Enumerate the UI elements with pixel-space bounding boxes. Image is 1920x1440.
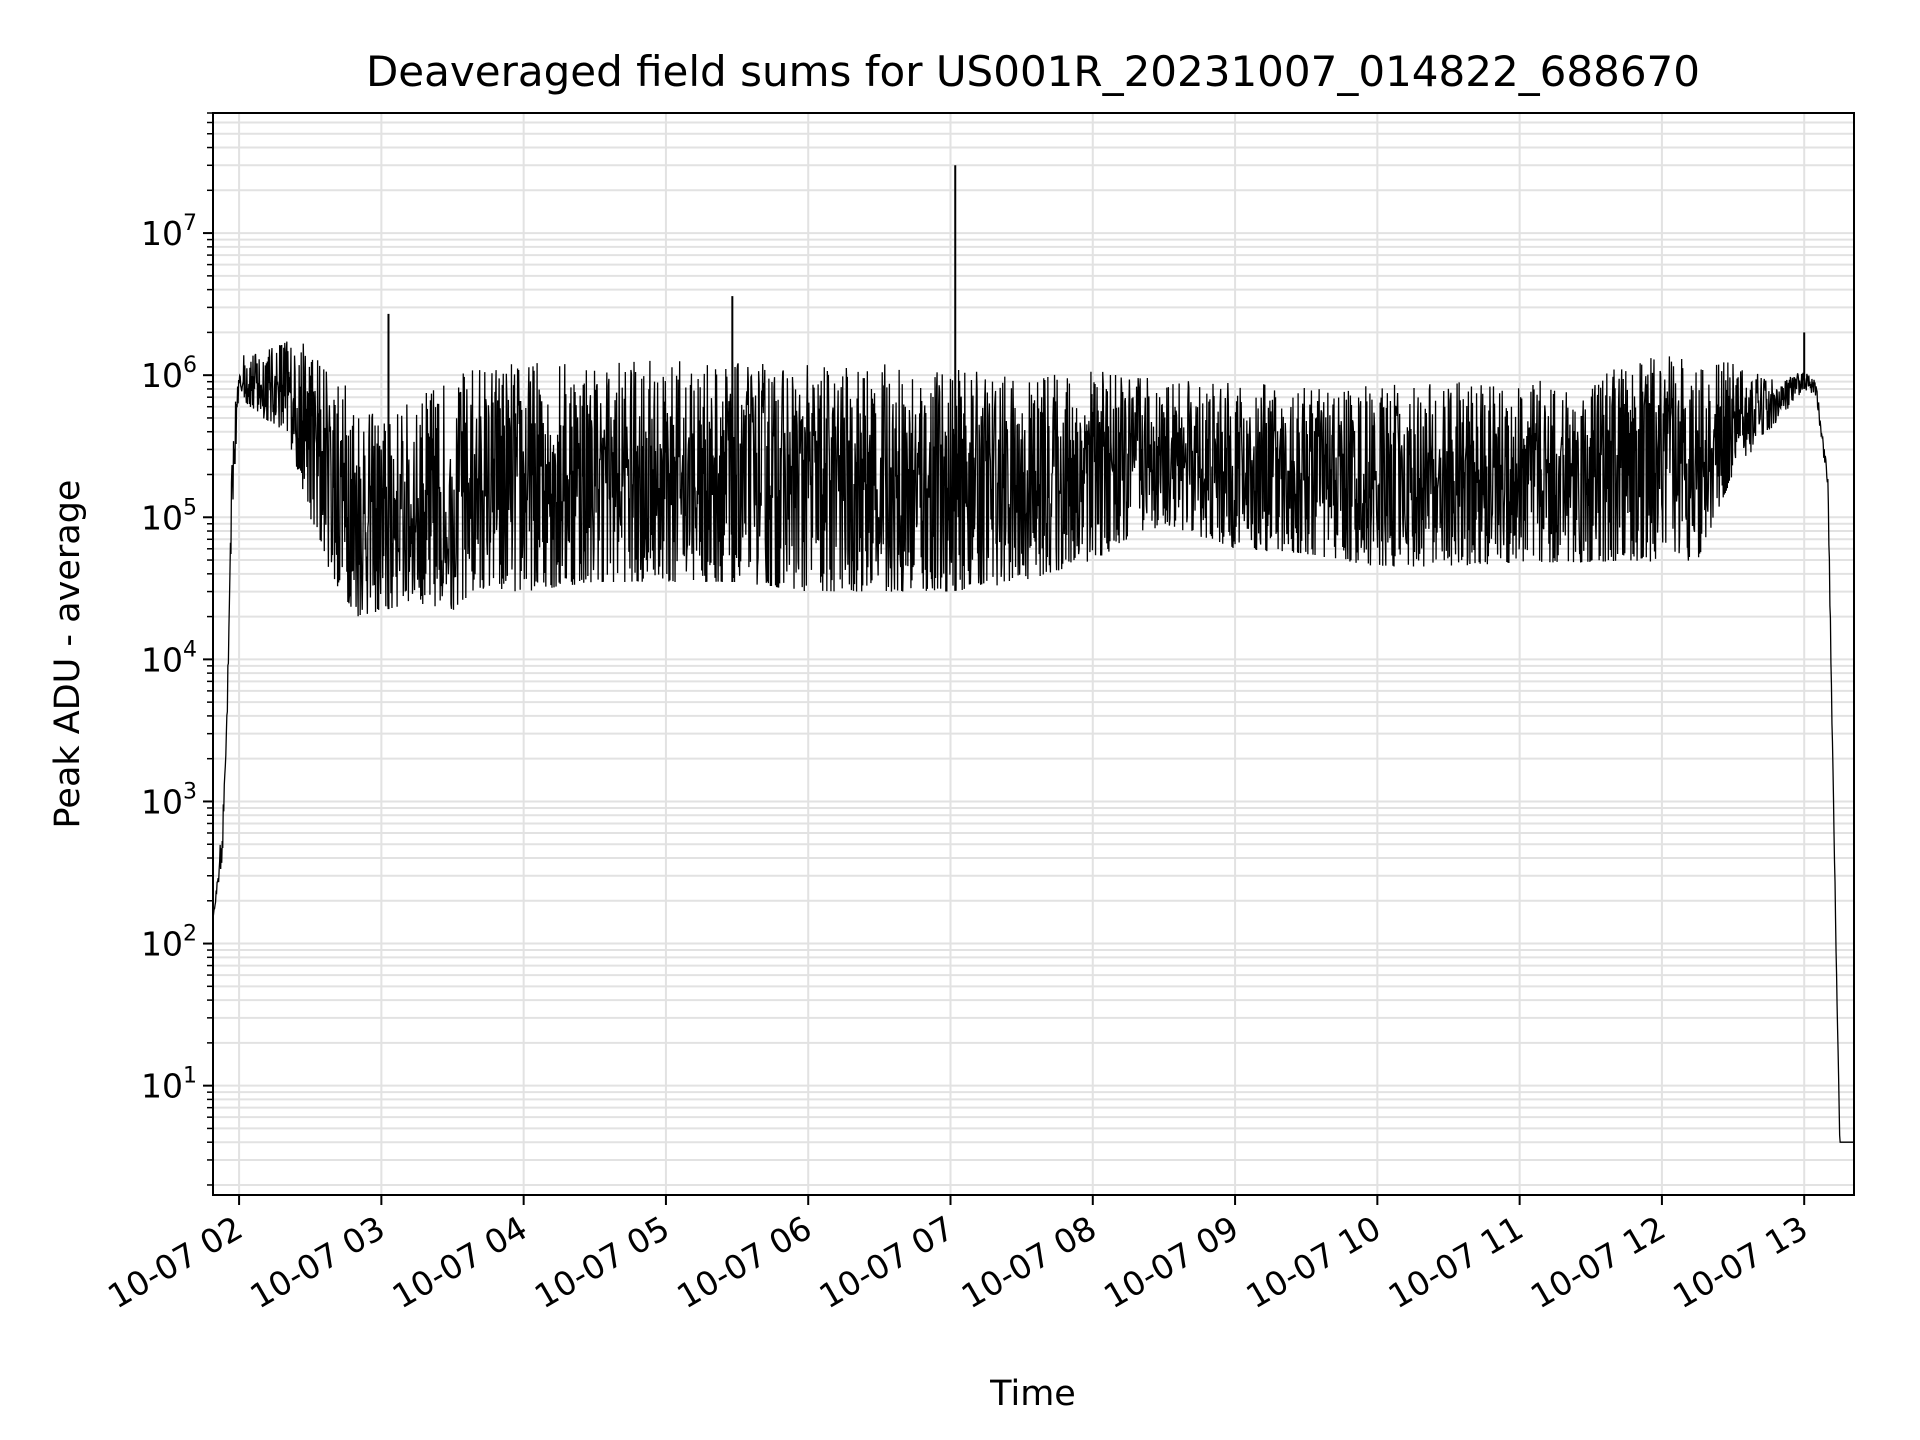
y-tick-label: 102	[141, 922, 197, 964]
y-tick-label: 107	[141, 211, 197, 253]
x-axis-title: Time	[989, 1374, 1076, 1414]
y-tick-label: 106	[141, 353, 197, 395]
grid	[213, 112, 1854, 1195]
y-tick-label: 105	[141, 495, 197, 537]
y-axis-title: Peak ADU - average	[48, 480, 88, 829]
chart-title: Deaveraged field sums for US001R_2023100…	[366, 47, 1700, 96]
plot-frame	[212, 112, 1855, 1196]
y-tick-label: 104	[141, 637, 197, 679]
series-line	[212, 341, 1854, 1143]
data-layer	[212, 165, 1854, 1143]
y-tick-label: 101	[141, 1064, 197, 1106]
y-tick-label: 103	[141, 779, 197, 821]
